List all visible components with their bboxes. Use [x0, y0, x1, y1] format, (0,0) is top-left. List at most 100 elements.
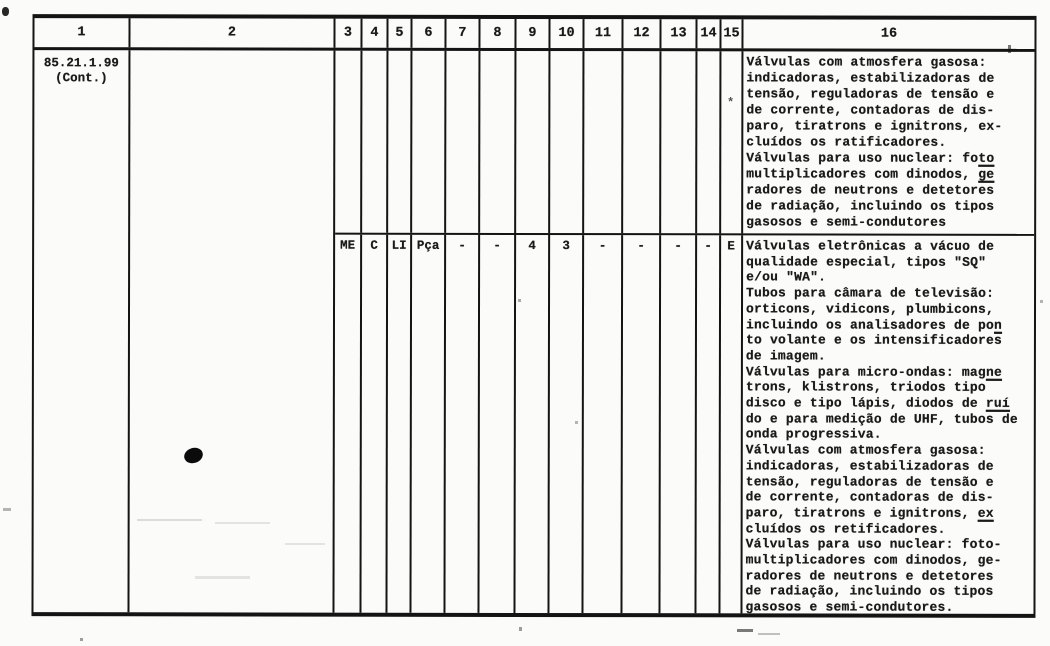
row2-cells: ME C LI Pça - -4 3- - - - E	[334, 234, 744, 614]
text-line: paro, tiratrons e ignitrons, ex-	[746, 118, 1003, 134]
empty-cell	[388, 50, 413, 233]
data-columns-area: Válvulas com atmosfera gasosa: indicadora…	[334, 50, 1035, 614]
column-header: 4	[362, 18, 389, 48]
text-line: Válvulas eletrônicas a vácuo de	[746, 238, 995, 254]
text-line: Válvulas para uso nuclear: foto-	[745, 536, 1002, 553]
text-line: Válvulas para uso nuclear: foto	[746, 150, 995, 166]
text-line: cluídos os retificadores.	[745, 521, 946, 537]
data-cell: Pça	[411, 234, 447, 613]
column-header: 10	[550, 19, 585, 49]
table-row: Válvulas com atmosfera gasosa: indicadora…	[335, 50, 1035, 236]
column-header: 13	[661, 19, 698, 49]
table-header-row: 1 2 3 4 5 6 7 8 9 10 11 12 13 14 15 16	[34, 18, 1035, 52]
text-line: orticons, vidicons, plumbicons,	[746, 301, 995, 317]
data-cell: -	[479, 234, 517, 613]
text-line: de radiação, incluindo os tipos	[745, 583, 994, 600]
data-cell: -	[445, 234, 481, 613]
data-cell: 4	[515, 234, 551, 614]
text-line: cluídos os ratificadores.	[746, 134, 947, 150]
column-header: 14	[697, 19, 722, 49]
text-line: Válvulas com atmosfera gasosa:	[745, 442, 986, 458]
column-header: 11	[584, 19, 624, 49]
text-line: Válvulas para micro-ondas: magne	[745, 363, 1002, 380]
scan-speck	[80, 638, 83, 641]
text-line: incluindo os analisadores de pon	[745, 316, 1003, 333]
column-header: 15	[721, 19, 744, 49]
empty-cell	[362, 50, 389, 233]
empty-cell	[480, 50, 517, 233]
text-line: de corrente, contadoras de dis-	[745, 489, 994, 506]
text-line: gasosos e semi-condutores.	[745, 599, 954, 614]
scan-speck	[519, 627, 522, 631]
scan-speck	[2, 7, 9, 16]
empty-cell	[335, 50, 363, 233]
text-line: gasosos e semi-condutores	[746, 214, 947, 230]
empty-cell	[584, 51, 624, 234]
data-cell: C	[361, 234, 389, 613]
text-line: multiplicadores com dinodos, ge-	[745, 552, 1002, 568]
text-line: paro, tiratrons e ignitrons, ex	[745, 505, 994, 521]
column-header: 1	[34, 18, 131, 48]
column-header: 3	[335, 18, 363, 48]
empty-cell	[550, 51, 585, 234]
text-line: Válvulas com atmosfera gasosa:	[746, 54, 987, 70]
text-line: e/ou "WA".	[746, 269, 827, 285]
empty-cell	[697, 51, 722, 234]
tariff-code: 85.21.1.99	[43, 56, 119, 71]
text-line: tensão, reguladoras de tensão e	[746, 86, 995, 102]
empty-cell	[623, 51, 662, 234]
text-line: multiplicadores com dinodos, ge	[746, 166, 995, 182]
data-cell: LI	[387, 234, 413, 613]
data-cell: -	[583, 235, 624, 614]
data-cell: -	[622, 235, 662, 614]
text-line: radores de neutrons e detetores	[746, 182, 995, 198]
text-line: de radiação, incluindo os tipos	[746, 198, 995, 214]
text-line: qualidade especial, tipos "SQ"	[746, 254, 987, 270]
description-blank-cell	[129, 50, 336, 613]
data-cell: ME	[334, 234, 363, 613]
data-cell: -	[696, 235, 722, 614]
tariff-code-cont: (Cont.)	[55, 71, 108, 86]
column-header: 16	[880, 26, 898, 42]
column-header: 5	[388, 18, 413, 48]
column-header: 2	[130, 18, 336, 48]
handwritten-margin-mark: *	[727, 96, 735, 110]
text-line: tensão, reguladoras de tensão e	[745, 473, 994, 490]
text-line: de corrente, contadoras de dis-	[746, 102, 995, 118]
empty-cell	[721, 51, 744, 234]
text-line: do e para medição de UHF, tubos de	[745, 411, 1018, 427]
scan-speck	[1040, 300, 1043, 303]
column-header: 6	[412, 18, 447, 48]
table-row: ME C LI Pça - -4 3- - - - E Válvulas eletrônicas a…	[334, 234, 1034, 614]
text-line: de imagem.	[745, 348, 826, 364]
text-line: radores de neutrons e detetores	[745, 568, 994, 584]
empty-cell	[412, 50, 447, 233]
column-header: 7	[446, 18, 481, 48]
tariff-table: 1 2 3 4 5 6 7 8 9 10 11 12 13 14 15 16 85.21.1.99 (Cont…	[31, 14, 1037, 618]
column-header: 8	[480, 18, 517, 48]
column-header: 12	[623, 19, 662, 49]
data-cell: 3	[549, 235, 585, 614]
description-text-row2: Válvulas eletrônicas a vácuo de qualidade…	[742, 235, 1034, 614]
text-line: to volante e os intensificadores	[745, 332, 1003, 349]
empty-cell	[661, 51, 698, 234]
tariff-code-cell: 85.21.1.99 (Cont.)	[33, 50, 131, 613]
table-body: 85.21.1.99 (Cont.) Válvulas com atmosfer…	[33, 50, 1035, 614]
description-text-row1: Válvulas com atmosfera gasosa: indicadora…	[743, 51, 1034, 234]
text-line: disco e tipo lápis, diodos de ruí	[745, 395, 1010, 411]
text-line: Tubos para câmara de televisão:	[746, 285, 995, 301]
column-header: 9	[516, 18, 551, 49]
scan-smudge	[758, 633, 780, 635]
empty-cell	[446, 50, 481, 233]
scan-speck	[3, 508, 11, 511]
data-cell: E	[720, 235, 744, 614]
scan-smudge	[737, 629, 753, 632]
text-line: onda progressiva.	[745, 426, 882, 443]
data-cell: -	[660, 235, 698, 614]
empty-cell	[516, 50, 551, 234]
text-line: trons, klistrons, triodos tipo	[745, 379, 986, 396]
text-line: indicadoras, estabilizadoras de	[746, 70, 995, 86]
row1-cells	[335, 50, 744, 234]
text-line: indicadoras, estabilizadoras de	[745, 458, 994, 474]
